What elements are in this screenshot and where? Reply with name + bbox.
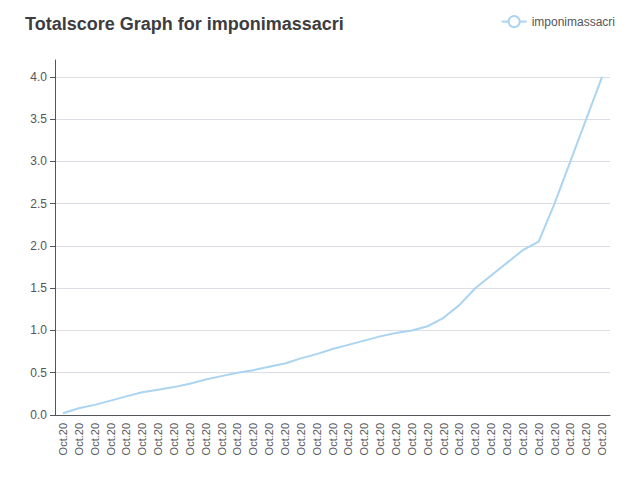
svg-text:Oct.20: Oct.20: [501, 423, 513, 455]
svg-text:Oct.20: Oct.20: [184, 423, 196, 455]
svg-text:Oct.20: Oct.20: [57, 423, 69, 455]
svg-text:Oct.20: Oct.20: [120, 423, 132, 455]
svg-text:Oct.20: Oct.20: [549, 423, 561, 455]
svg-text:Oct.20: Oct.20: [422, 423, 434, 455]
svg-text:imponimassacri: imponimassacri: [532, 15, 615, 29]
svg-text:Oct.20: Oct.20: [580, 423, 592, 455]
svg-text:Oct.20: Oct.20: [231, 423, 243, 455]
svg-text:Oct.20: Oct.20: [390, 423, 402, 455]
svg-text:Oct.20: Oct.20: [152, 423, 164, 455]
svg-text:Oct.20: Oct.20: [136, 423, 148, 455]
svg-text:Oct.20: Oct.20: [374, 423, 386, 455]
svg-text:Oct.20: Oct.20: [517, 423, 529, 455]
svg-text:Oct.20: Oct.20: [327, 423, 339, 455]
svg-text:2.0: 2.0: [30, 239, 47, 253]
svg-text:Oct.20: Oct.20: [453, 423, 465, 455]
svg-text:3.0: 3.0: [30, 154, 47, 168]
svg-text:1.0: 1.0: [30, 323, 47, 337]
svg-text:Oct.20: Oct.20: [89, 423, 101, 455]
svg-text:Oct.20: Oct.20: [247, 423, 259, 455]
svg-text:Oct.20: Oct.20: [438, 423, 450, 455]
svg-text:Oct.20: Oct.20: [564, 423, 576, 455]
svg-text:Oct.20: Oct.20: [263, 423, 275, 455]
svg-text:0.0: 0.0: [30, 408, 47, 422]
svg-text:1.5: 1.5: [30, 281, 47, 295]
svg-text:Oct.20: Oct.20: [295, 423, 307, 455]
svg-text:Oct.20: Oct.20: [105, 423, 117, 455]
svg-text:Oct.20: Oct.20: [168, 423, 180, 455]
svg-text:Oct.20: Oct.20: [279, 423, 291, 455]
svg-text:3.5: 3.5: [30, 112, 47, 126]
svg-text:Oct.20: Oct.20: [200, 423, 212, 455]
svg-text:Oct.20: Oct.20: [485, 423, 497, 455]
svg-text:Oct.20: Oct.20: [469, 423, 481, 455]
svg-text:Oct.20: Oct.20: [596, 423, 608, 455]
svg-text:Oct.20: Oct.20: [73, 423, 85, 455]
svg-text:Oct.20: Oct.20: [216, 423, 228, 455]
svg-text:0.5: 0.5: [30, 366, 47, 380]
svg-text:Totalscore Graph for imponimas: Totalscore Graph for imponimassacri: [25, 14, 344, 34]
svg-text:Oct.20: Oct.20: [358, 423, 370, 455]
svg-text:Oct.20: Oct.20: [533, 423, 545, 455]
svg-text:Oct.20: Oct.20: [311, 423, 323, 455]
svg-text:4.0: 4.0: [30, 70, 47, 84]
svg-text:Oct.20: Oct.20: [342, 423, 354, 455]
svg-text:2.5: 2.5: [30, 197, 47, 211]
svg-text:Oct.20: Oct.20: [406, 423, 418, 455]
